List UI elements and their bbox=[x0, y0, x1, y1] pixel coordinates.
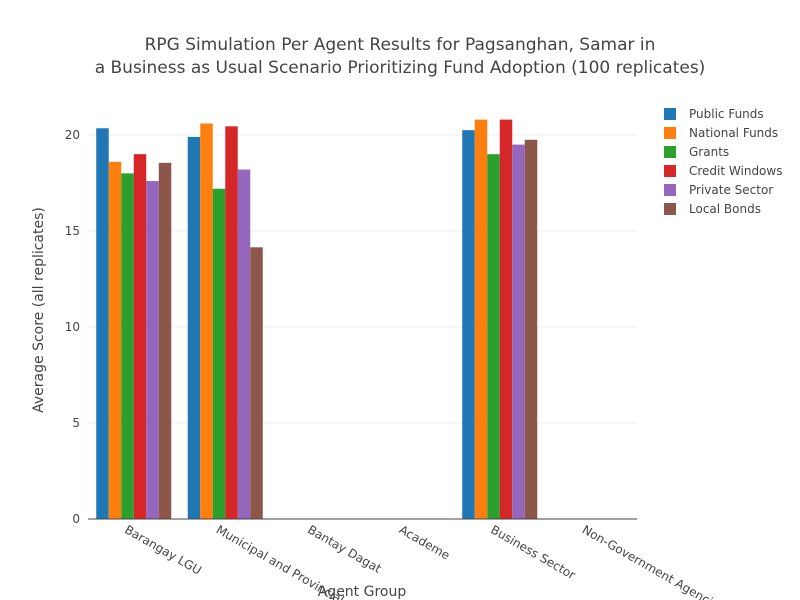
bar bbox=[200, 123, 213, 520]
legend-label: Private Sector bbox=[689, 183, 773, 197]
bar bbox=[462, 130, 475, 519]
bar bbox=[108, 161, 122, 519]
y-axis-title: Average Score (all replicates) bbox=[31, 207, 47, 413]
bar bbox=[121, 173, 134, 520]
x-tick-label: Barangay LGU bbox=[122, 522, 204, 577]
bar bbox=[487, 154, 500, 519]
y-tick-label: 15 bbox=[65, 224, 80, 238]
bar bbox=[187, 136, 201, 519]
bar bbox=[212, 188, 226, 519]
bar bbox=[225, 126, 238, 520]
legend-swatch bbox=[664, 146, 676, 158]
chart-title: a Business as Usual Scenario Prioritizin… bbox=[95, 58, 706, 78]
chart-title: RPG Simulation Per Agent Results for Pag… bbox=[145, 35, 656, 55]
legend-label: Grants bbox=[689, 145, 729, 159]
legend-label: Local Bonds bbox=[689, 202, 761, 216]
legend-swatch bbox=[664, 184, 676, 196]
bar bbox=[499, 119, 513, 519]
x-axis-title: Agent Group bbox=[318, 584, 407, 600]
legend-swatch bbox=[664, 108, 676, 120]
legend-label: National Funds bbox=[689, 126, 778, 140]
legend-swatch bbox=[664, 165, 676, 177]
x-tick-label: Business Sector bbox=[488, 522, 578, 582]
y-tick-label: 0 bbox=[72, 512, 80, 526]
legend-label: Public Funds bbox=[689, 107, 764, 121]
x-tick-label: Non-Government Agencies bbox=[580, 522, 727, 600]
x-tick-label: Bantay Dagat bbox=[305, 522, 384, 575]
legend-swatch bbox=[664, 203, 676, 215]
legend-swatch bbox=[664, 127, 676, 139]
legend-label: Credit Windows bbox=[689, 164, 782, 178]
bar bbox=[524, 139, 538, 519]
x-tick-label: Academe bbox=[397, 522, 453, 562]
bar bbox=[158, 162, 172, 519]
bar bbox=[146, 181, 159, 519]
bar bbox=[133, 154, 147, 519]
bar bbox=[237, 169, 251, 519]
bar bbox=[250, 247, 263, 520]
y-tick-label: 20 bbox=[65, 128, 80, 142]
bar bbox=[96, 128, 109, 519]
y-tick-label: 10 bbox=[65, 320, 80, 334]
bar bbox=[474, 119, 488, 519]
y-tick-label: 5 bbox=[72, 416, 80, 430]
bar bbox=[512, 144, 525, 519]
